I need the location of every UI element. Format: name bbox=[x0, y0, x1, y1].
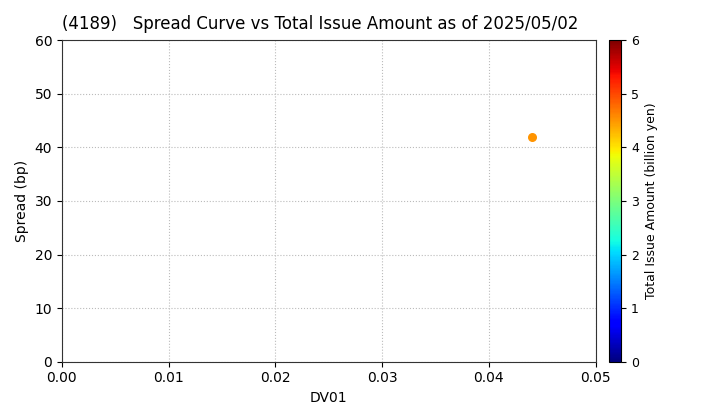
Point bbox=[526, 133, 537, 140]
Text: (4189)   Spread Curve vs Total Issue Amount as of 2025/05/02: (4189) Spread Curve vs Total Issue Amoun… bbox=[62, 15, 578, 33]
X-axis label: DV01: DV01 bbox=[310, 391, 348, 405]
Y-axis label: Total Issue Amount (billion yen): Total Issue Amount (billion yen) bbox=[644, 102, 657, 299]
Y-axis label: Spread (bp): Spread (bp) bbox=[15, 160, 29, 242]
